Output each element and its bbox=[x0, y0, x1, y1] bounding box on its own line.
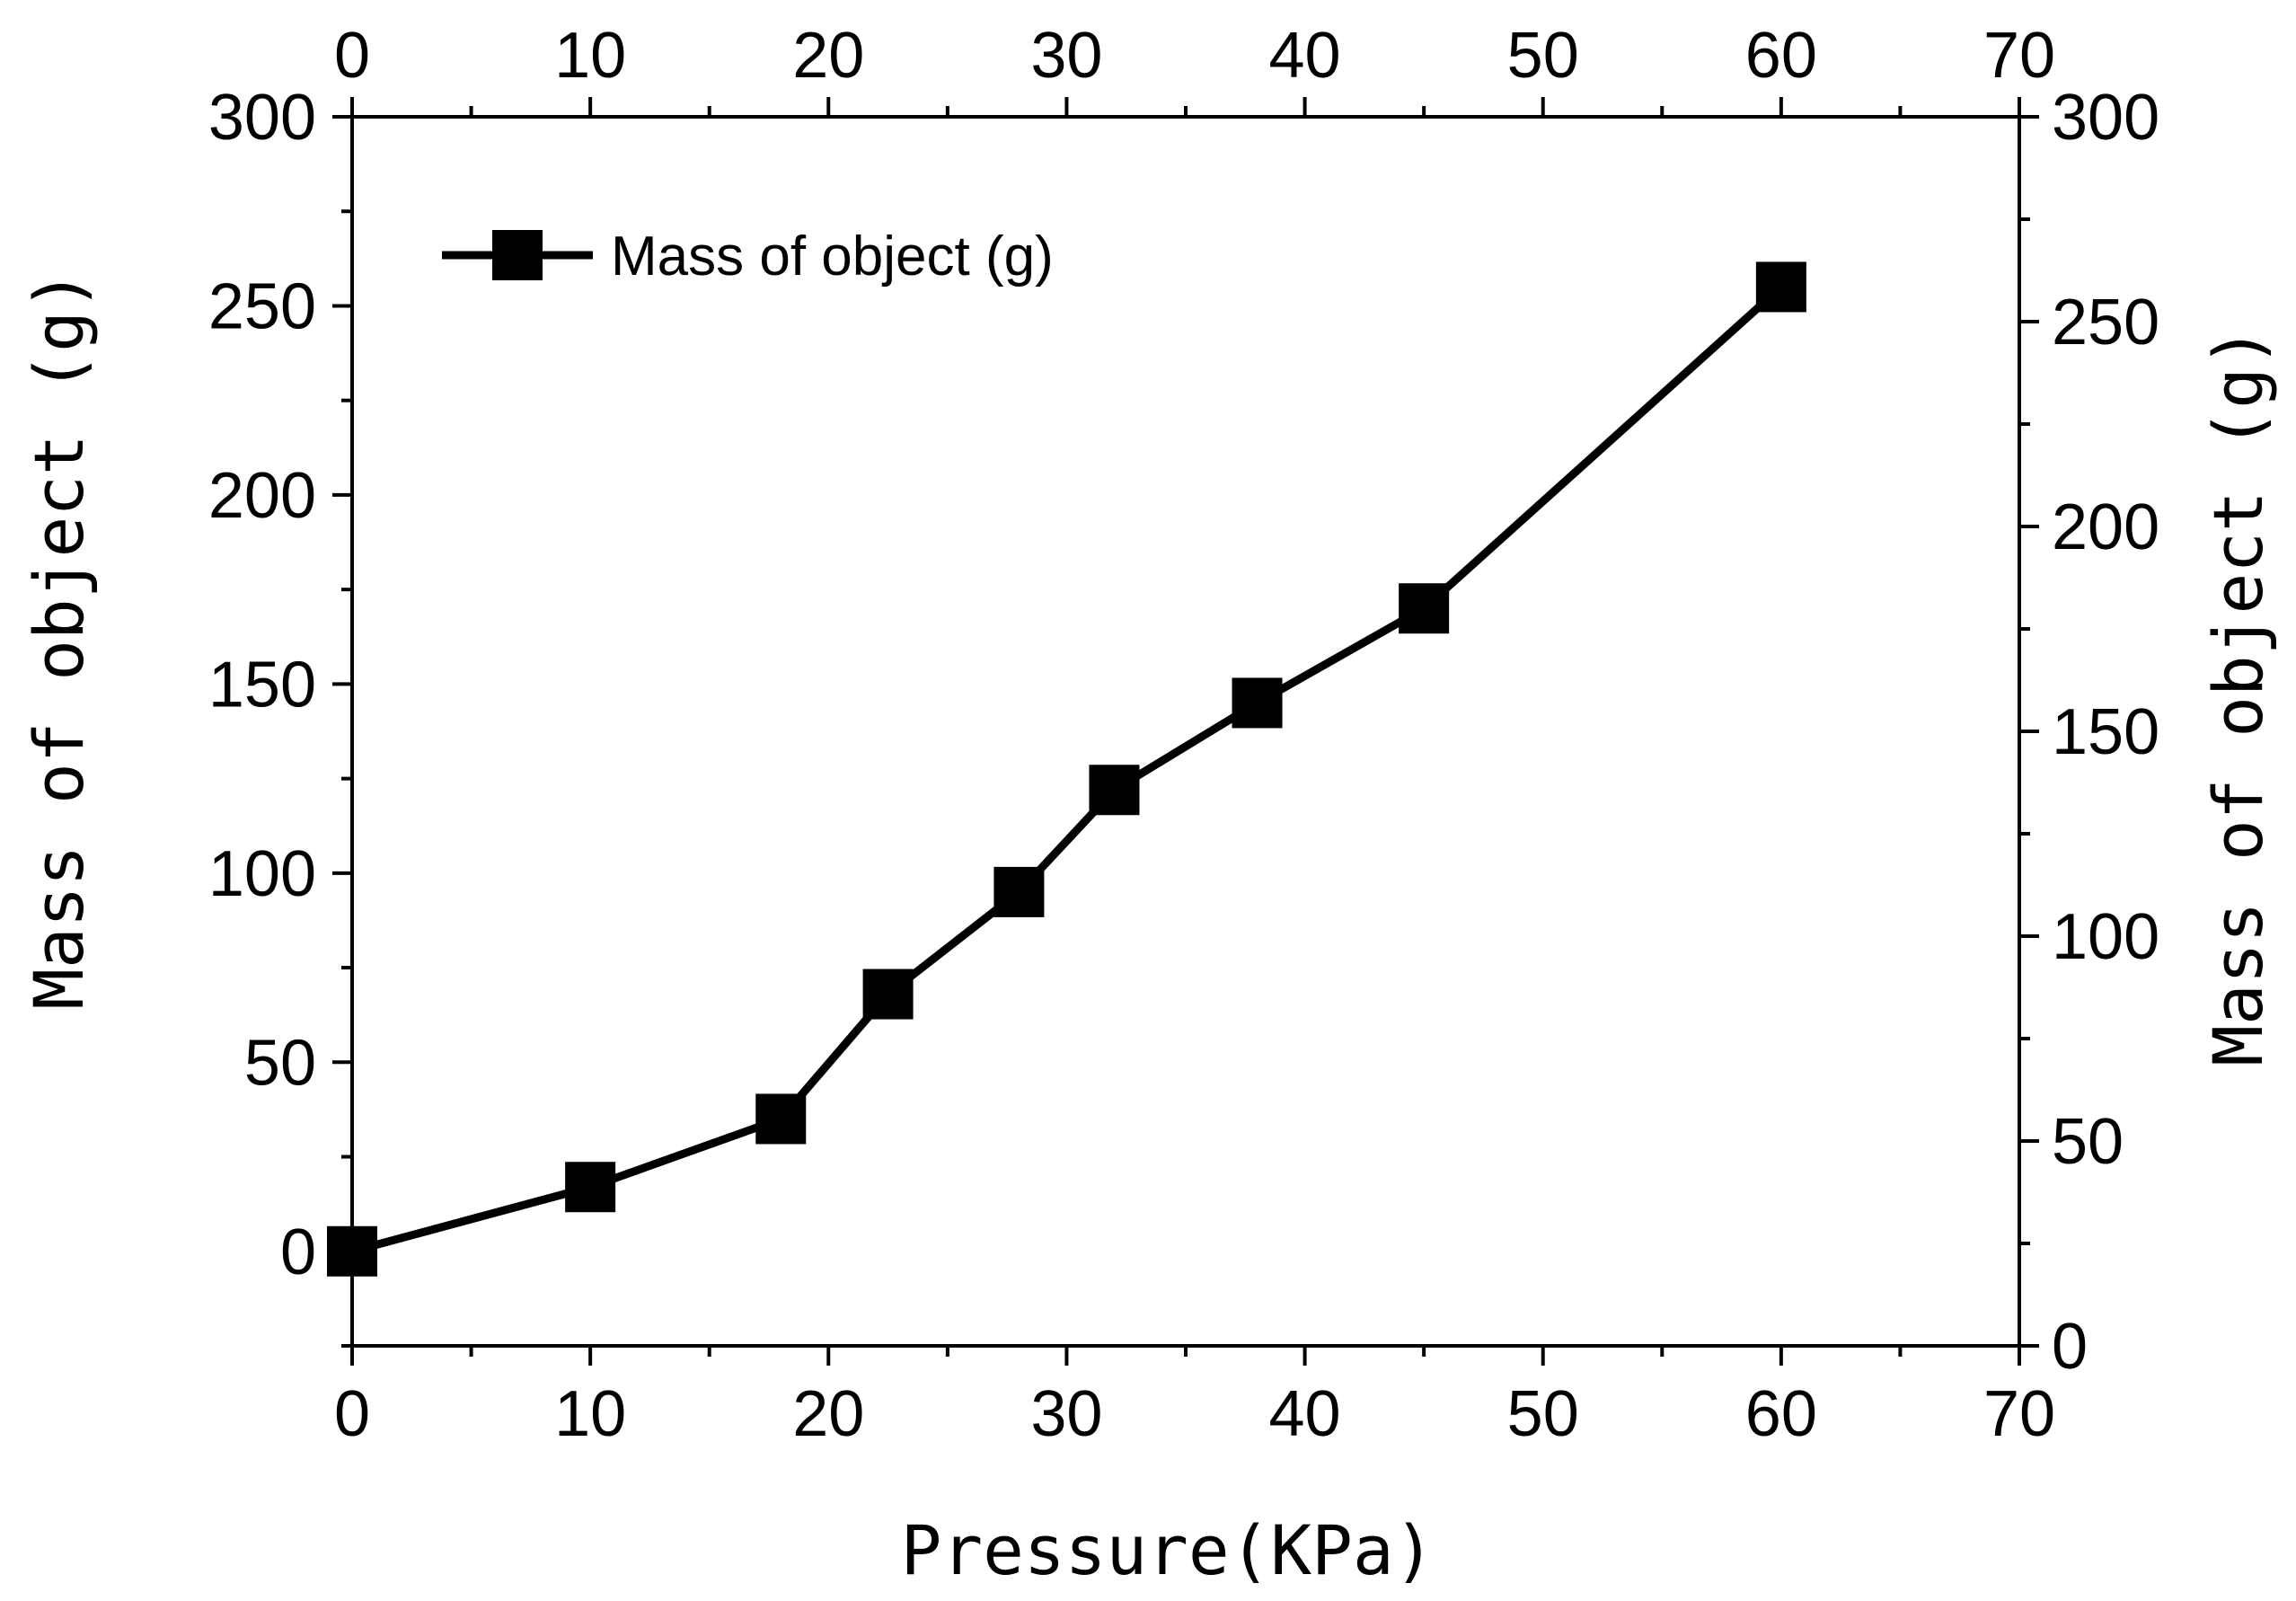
x-tick-label-top: 50 bbox=[1507, 20, 1579, 92]
series-line bbox=[350, 284, 1784, 1256]
data-point bbox=[862, 969, 914, 1020]
y-tick-label-right: 0 bbox=[2052, 1311, 2088, 1383]
y-tick-label-right: 200 bbox=[2052, 491, 2159, 563]
data-point bbox=[1755, 261, 1806, 313]
y-tick-label-left: 200 bbox=[208, 460, 316, 532]
y-tick-label-left: 150 bbox=[208, 649, 316, 721]
x-axis-title: Pressure(KPa) bbox=[901, 1510, 1435, 1590]
y-axis-title-left: Mass of object (g) bbox=[19, 270, 99, 1010]
legend-label: Mass of object (g) bbox=[611, 226, 1054, 287]
x-tick-label-top: 40 bbox=[1269, 20, 1341, 92]
y-tick-label-left: 300 bbox=[208, 82, 316, 154]
x-tick-label-bottom: 10 bbox=[554, 1378, 626, 1450]
x-tick-label-top: 70 bbox=[1983, 20, 2055, 92]
y-tick-label-right: 50 bbox=[2052, 1106, 2124, 1178]
axes: 0010102020303040405050606070700501001502… bbox=[208, 20, 2159, 1450]
x-tick-label-bottom: 50 bbox=[1507, 1378, 1579, 1450]
x-tick-label-bottom: 70 bbox=[1983, 1378, 2055, 1450]
data-point bbox=[1089, 765, 1140, 816]
x-tick-label-bottom: 0 bbox=[334, 1378, 370, 1450]
y-tick-label-right: 100 bbox=[2052, 901, 2159, 973]
x-tick-label-bottom: 40 bbox=[1269, 1378, 1341, 1450]
y-tick-label-left: 50 bbox=[244, 1027, 316, 1099]
y-tick-label-right: 150 bbox=[2052, 696, 2159, 768]
data-point bbox=[565, 1162, 616, 1213]
legend-marker bbox=[492, 230, 543, 280]
data-point bbox=[755, 1093, 807, 1145]
x-tick-label-top: 10 bbox=[554, 20, 626, 92]
data-point bbox=[327, 1225, 377, 1277]
x-tick-label-bottom: 30 bbox=[1030, 1378, 1102, 1450]
x-tick-label-top: 0 bbox=[334, 20, 370, 92]
y-tick-label-left: 100 bbox=[208, 838, 316, 910]
x-tick-label-top: 20 bbox=[792, 20, 864, 92]
x-tick-label-bottom: 60 bbox=[1745, 1378, 1817, 1450]
legend: Mass of object (g) bbox=[442, 226, 1054, 287]
y-tick-label-right: 300 bbox=[2052, 82, 2159, 154]
x-tick-label-top: 60 bbox=[1745, 20, 1817, 92]
y-tick-label-left: 250 bbox=[208, 270, 316, 342]
y-tick-label-left: 0 bbox=[280, 1216, 316, 1288]
y-axis-title-right: Mass of object (g) bbox=[2198, 326, 2278, 1066]
data-point bbox=[1232, 677, 1283, 729]
x-tick-label-top: 30 bbox=[1030, 20, 1102, 92]
data-point bbox=[1399, 583, 1450, 634]
x-tick-label-bottom: 20 bbox=[792, 1378, 864, 1450]
series-mass-of-object bbox=[327, 261, 1806, 1277]
data-point bbox=[993, 866, 1045, 917]
y-tick-label-right: 250 bbox=[2052, 287, 2159, 358]
